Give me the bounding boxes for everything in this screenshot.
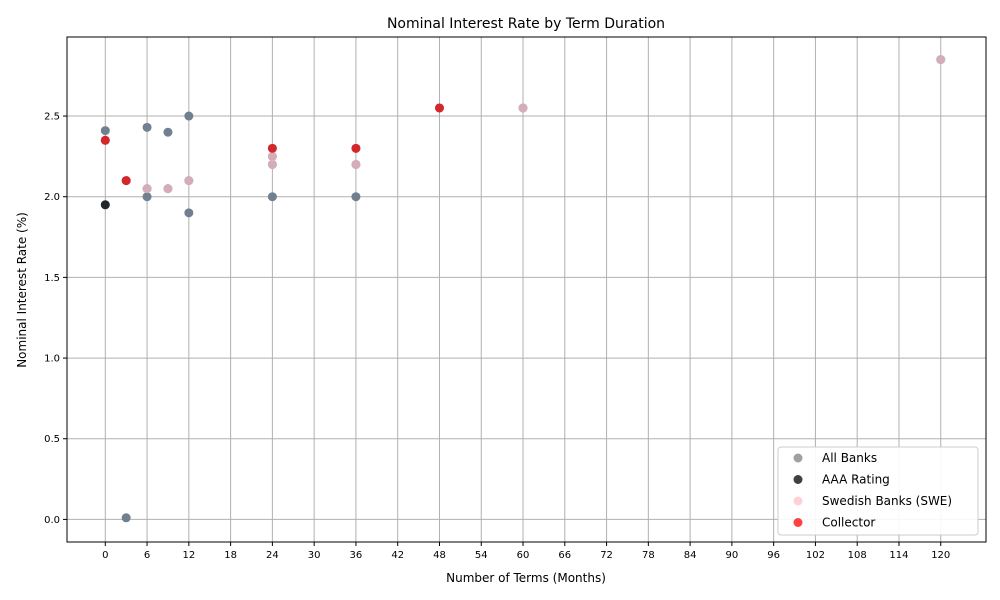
legend-marker [793,475,803,484]
data-point-swedish-banks-swe [518,103,528,113]
data-point-swedish-banks-swe [184,176,194,186]
x-tick-label: 90 [726,550,739,561]
x-tick-label: 96 [767,550,780,561]
legend-marker [793,453,803,463]
data-point-all-banks [184,111,194,121]
x-tick-label: 24 [266,550,279,561]
data-point-collector [100,135,110,145]
x-tick-label: 72 [600,550,613,561]
data-point-all-banks [267,192,277,202]
y-tick-label: 0.0 [44,515,60,526]
data-point-collector [267,143,277,153]
x-tick-label: 108 [848,550,867,561]
legend-label: Swedish Banks (SWE) [822,494,952,508]
legend-marker [793,496,803,506]
y-tick-label: 1.5 [44,273,60,284]
x-tick-label: 48 [433,550,446,561]
chart-title: Nominal Interest Rate by Term Duration [387,16,665,32]
data-point-swedish-banks-swe [163,184,173,194]
x-tick-label: 60 [517,550,530,561]
x-tick-label: 54 [475,550,488,561]
data-point-all-banks [351,192,361,202]
x-tick-label: 42 [391,550,404,561]
data-point-aaa-rating [100,200,110,210]
legend-label: All Banks [822,451,877,465]
legend-marker [793,518,803,527]
data-points [100,55,946,523]
data-point-swedish-banks-swe [267,159,277,169]
legend: All Banks AAA Rating Swedish Banks (SWE) Co… [777,446,979,536]
data-point-all-banks [121,513,131,523]
data-point-collector [121,176,131,186]
data-point-swedish-banks-swe [267,151,277,161]
x-tick-label: 30 [308,550,321,561]
plot-frame [66,36,987,543]
x-tick-label: 78 [642,550,655,561]
data-point-swedish-banks-swe [351,159,361,169]
axis-ticks: 0 6 12 18 24 30 36 42 48 54 60 66 72 78 84 90 96 102 108 11… [44,112,950,561]
y-tick-label: 1.0 [44,354,60,365]
x-tick-label: 120 [931,550,950,561]
data-point-swedish-banks-swe [936,55,946,65]
x-axis-label: Number of Terms (Months) [446,571,606,585]
data-point-all-banks [142,122,152,132]
legend-box [777,446,979,536]
x-tick-label: 114 [889,550,908,561]
y-tick-label: 2.5 [44,112,60,123]
y-tick-label: 2.0 [44,192,60,203]
legend-label: AAA Rating [822,473,890,487]
legend-label: Collector [822,516,875,530]
x-tick-label: 6 [144,550,150,561]
x-tick-label: 66 [558,550,571,561]
data-point-swedish-banks-swe [142,184,152,194]
x-tick-label: 0 [102,550,108,561]
x-tick-label: 18 [224,550,237,561]
x-tick-label: 102 [806,550,825,561]
data-point-collector [434,103,444,113]
x-tick-label: 84 [684,550,697,561]
data-point-all-banks [142,192,152,202]
data-point-all-banks [184,208,194,218]
x-tick-label: 12 [182,550,195,561]
y-tick-label: 0.5 [44,434,60,445]
x-tick-label: 36 [350,550,363,561]
data-point-all-banks [163,127,173,137]
data-point-collector [351,143,361,153]
y-axis-label: Nominal Interest Rate (%) [15,212,29,368]
data-point-all-banks [100,126,110,136]
